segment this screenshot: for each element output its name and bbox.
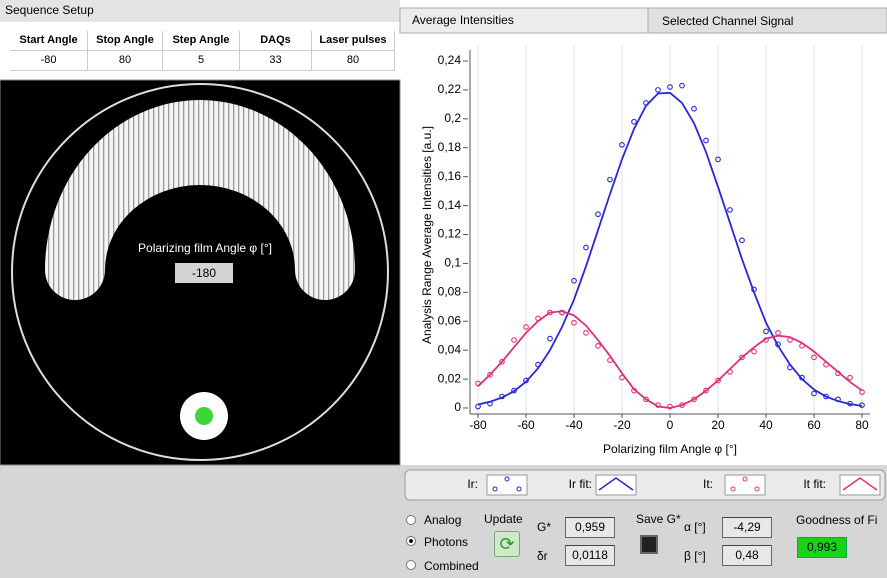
y-tick-label: 0,04	[438, 342, 462, 356]
x-tick-label: -20	[613, 418, 631, 432]
g-value: 0,959	[565, 517, 615, 538]
legend-label: Ir:	[467, 477, 478, 491]
y-tick-label: 0,24	[438, 53, 462, 67]
legend-label: Ir fit:	[569, 477, 592, 491]
column-header: Start Angle	[10, 31, 88, 51]
goodness-label: Goodness of Fi	[796, 513, 877, 527]
y-tick-label: 0,02	[438, 371, 462, 385]
column-header: Stop Angle	[88, 31, 163, 51]
x-tick-label: 60	[807, 418, 821, 432]
legend-swatch	[487, 475, 527, 495]
dr-label: δr	[537, 549, 548, 563]
column-header: Laser pulses	[312, 31, 395, 51]
save-label: Save G*	[636, 512, 681, 526]
radio-label: Combined	[424, 559, 479, 573]
beta-value: 0,48	[722, 545, 772, 566]
y-tick-label: 0,22	[438, 82, 462, 96]
legend-label: It:	[703, 477, 713, 491]
alpha-value: -4,29	[722, 517, 772, 538]
x-tick-label: 40	[759, 418, 773, 432]
x-tick-label: -40	[565, 418, 583, 432]
update-label: Update	[484, 512, 523, 526]
radio[interactable]	[406, 560, 416, 570]
legend-swatch	[725, 475, 765, 495]
y-axis-label: Analysis Range Average Intensities [a.u.…	[420, 126, 434, 344]
rotator-value: -180	[192, 266, 216, 280]
x-tick-label: -80	[469, 418, 487, 432]
goodness-value: 0,993	[797, 537, 847, 558]
y-tick-label: 0,18	[438, 140, 462, 154]
radio[interactable]	[406, 536, 416, 546]
column-header: DAQs	[240, 31, 312, 51]
column-header: Step Angle	[163, 31, 240, 51]
tab-label: Average Intensities	[412, 13, 514, 27]
cell: 33	[240, 51, 312, 71]
tab-label: Selected Channel Signal	[662, 14, 793, 28]
update-button[interactable]: ⟳	[494, 531, 520, 557]
y-tick-label: 0,06	[438, 313, 462, 327]
dr-value: 0,0118	[565, 545, 615, 566]
cell: -80	[10, 51, 88, 71]
beta-label: β [°]	[684, 549, 706, 563]
cell: 80	[88, 51, 163, 71]
x-axis-label: Polarizing film Angle φ [°]	[603, 442, 737, 456]
radio[interactable]	[406, 515, 416, 525]
x-tick-label: 0	[667, 418, 674, 432]
y-tick-label: 0,12	[438, 227, 462, 241]
y-tick-label: 0,08	[438, 285, 462, 299]
y-tick-label: 0,16	[438, 169, 462, 183]
radio-label: Photons	[424, 535, 468, 549]
radio-label: Analog	[424, 513, 461, 527]
y-tick-label: 0,1	[444, 256, 461, 270]
y-tick-label: 0,14	[438, 198, 462, 212]
y-tick-label: 0	[454, 400, 461, 414]
x-tick-label: -60	[517, 418, 535, 432]
beam-dot	[195, 407, 213, 425]
x-tick-label: 20	[711, 418, 725, 432]
save-button[interactable]	[640, 535, 658, 554]
cell: 80	[312, 51, 395, 71]
rotator-label: Polarizing film Angle φ [°]	[138, 241, 272, 255]
x-tick-label: 80	[855, 418, 869, 432]
y-tick-label: 0,2	[444, 111, 461, 125]
canvas: Average Intensities Selected Channel Sig…	[0, 0, 887, 578]
legend-label: It fit:	[803, 477, 826, 491]
page: {"sequence_setup":{"title":"Sequence Set…	[0, 0, 887, 578]
g-label: G*	[537, 520, 551, 534]
cell: 5	[163, 51, 240, 71]
alpha-label: α [°]	[684, 520, 706, 534]
setup-title: Sequence Setup	[5, 3, 94, 17]
